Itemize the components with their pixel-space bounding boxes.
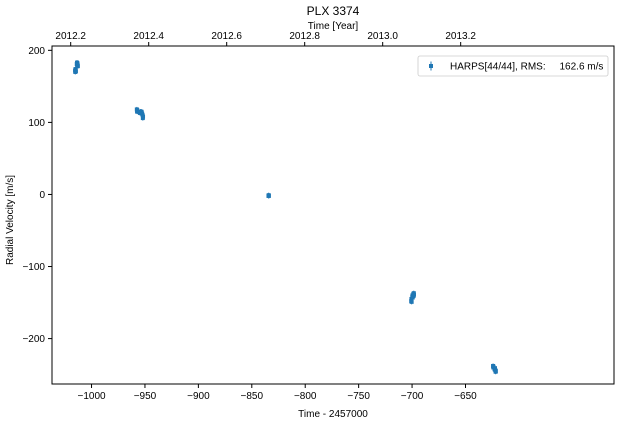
legend: HARPS[44/44], RMS: 162.6 m/s — [417, 55, 609, 77]
y-tick-label: −100 — [22, 262, 45, 273]
x-tick-label: −800 — [294, 391, 317, 402]
data-points — [73, 60, 498, 375]
x-tick-label: −700 — [401, 391, 424, 402]
x-tick-label: −850 — [241, 391, 264, 402]
y-tick-label: 0 — [39, 190, 45, 201]
x-tick-label: −1000 — [77, 391, 106, 402]
data-point — [141, 114, 146, 119]
legend-marker — [429, 64, 433, 68]
data-point — [409, 299, 414, 304]
x-tick-label: −950 — [134, 391, 157, 402]
top-x-tick-label: 2012.8 — [289, 31, 320, 42]
x-tick-label: −650 — [454, 391, 477, 402]
top-x-tick-label: 2013.2 — [445, 31, 476, 42]
data-point — [73, 69, 78, 74]
top-x-tick-label: 2012.4 — [133, 31, 164, 42]
data-point — [493, 369, 498, 374]
y-axis-label: Radial Velocity [m/s] — [5, 175, 16, 265]
data-point — [411, 292, 416, 297]
x-tick-label: −750 — [347, 391, 370, 402]
top-x-axis-label: Time [Year] — [308, 21, 359, 32]
y-tick-label: 200 — [28, 46, 45, 57]
x-axis-label: Time - 2457000 — [298, 409, 368, 420]
chart-title: PLX 3374 — [307, 4, 360, 18]
plot-frame — [51, 45, 615, 385]
data-point — [266, 193, 271, 198]
y-tick-label: 100 — [28, 118, 45, 129]
top-x-tick-label: 2013.0 — [367, 31, 398, 42]
legend-box — [417, 55, 609, 77]
y-tick-label: −200 — [22, 334, 45, 345]
legend-label: HARPS[44/44], RMS: 162.6 m/s — [450, 62, 603, 73]
top-x-tick-label: 2012.6 — [211, 31, 242, 42]
data-point — [75, 64, 80, 69]
data-point — [135, 108, 140, 113]
top-x-tick-label: 2012.2 — [55, 31, 86, 42]
x-tick-label: −900 — [187, 391, 210, 402]
